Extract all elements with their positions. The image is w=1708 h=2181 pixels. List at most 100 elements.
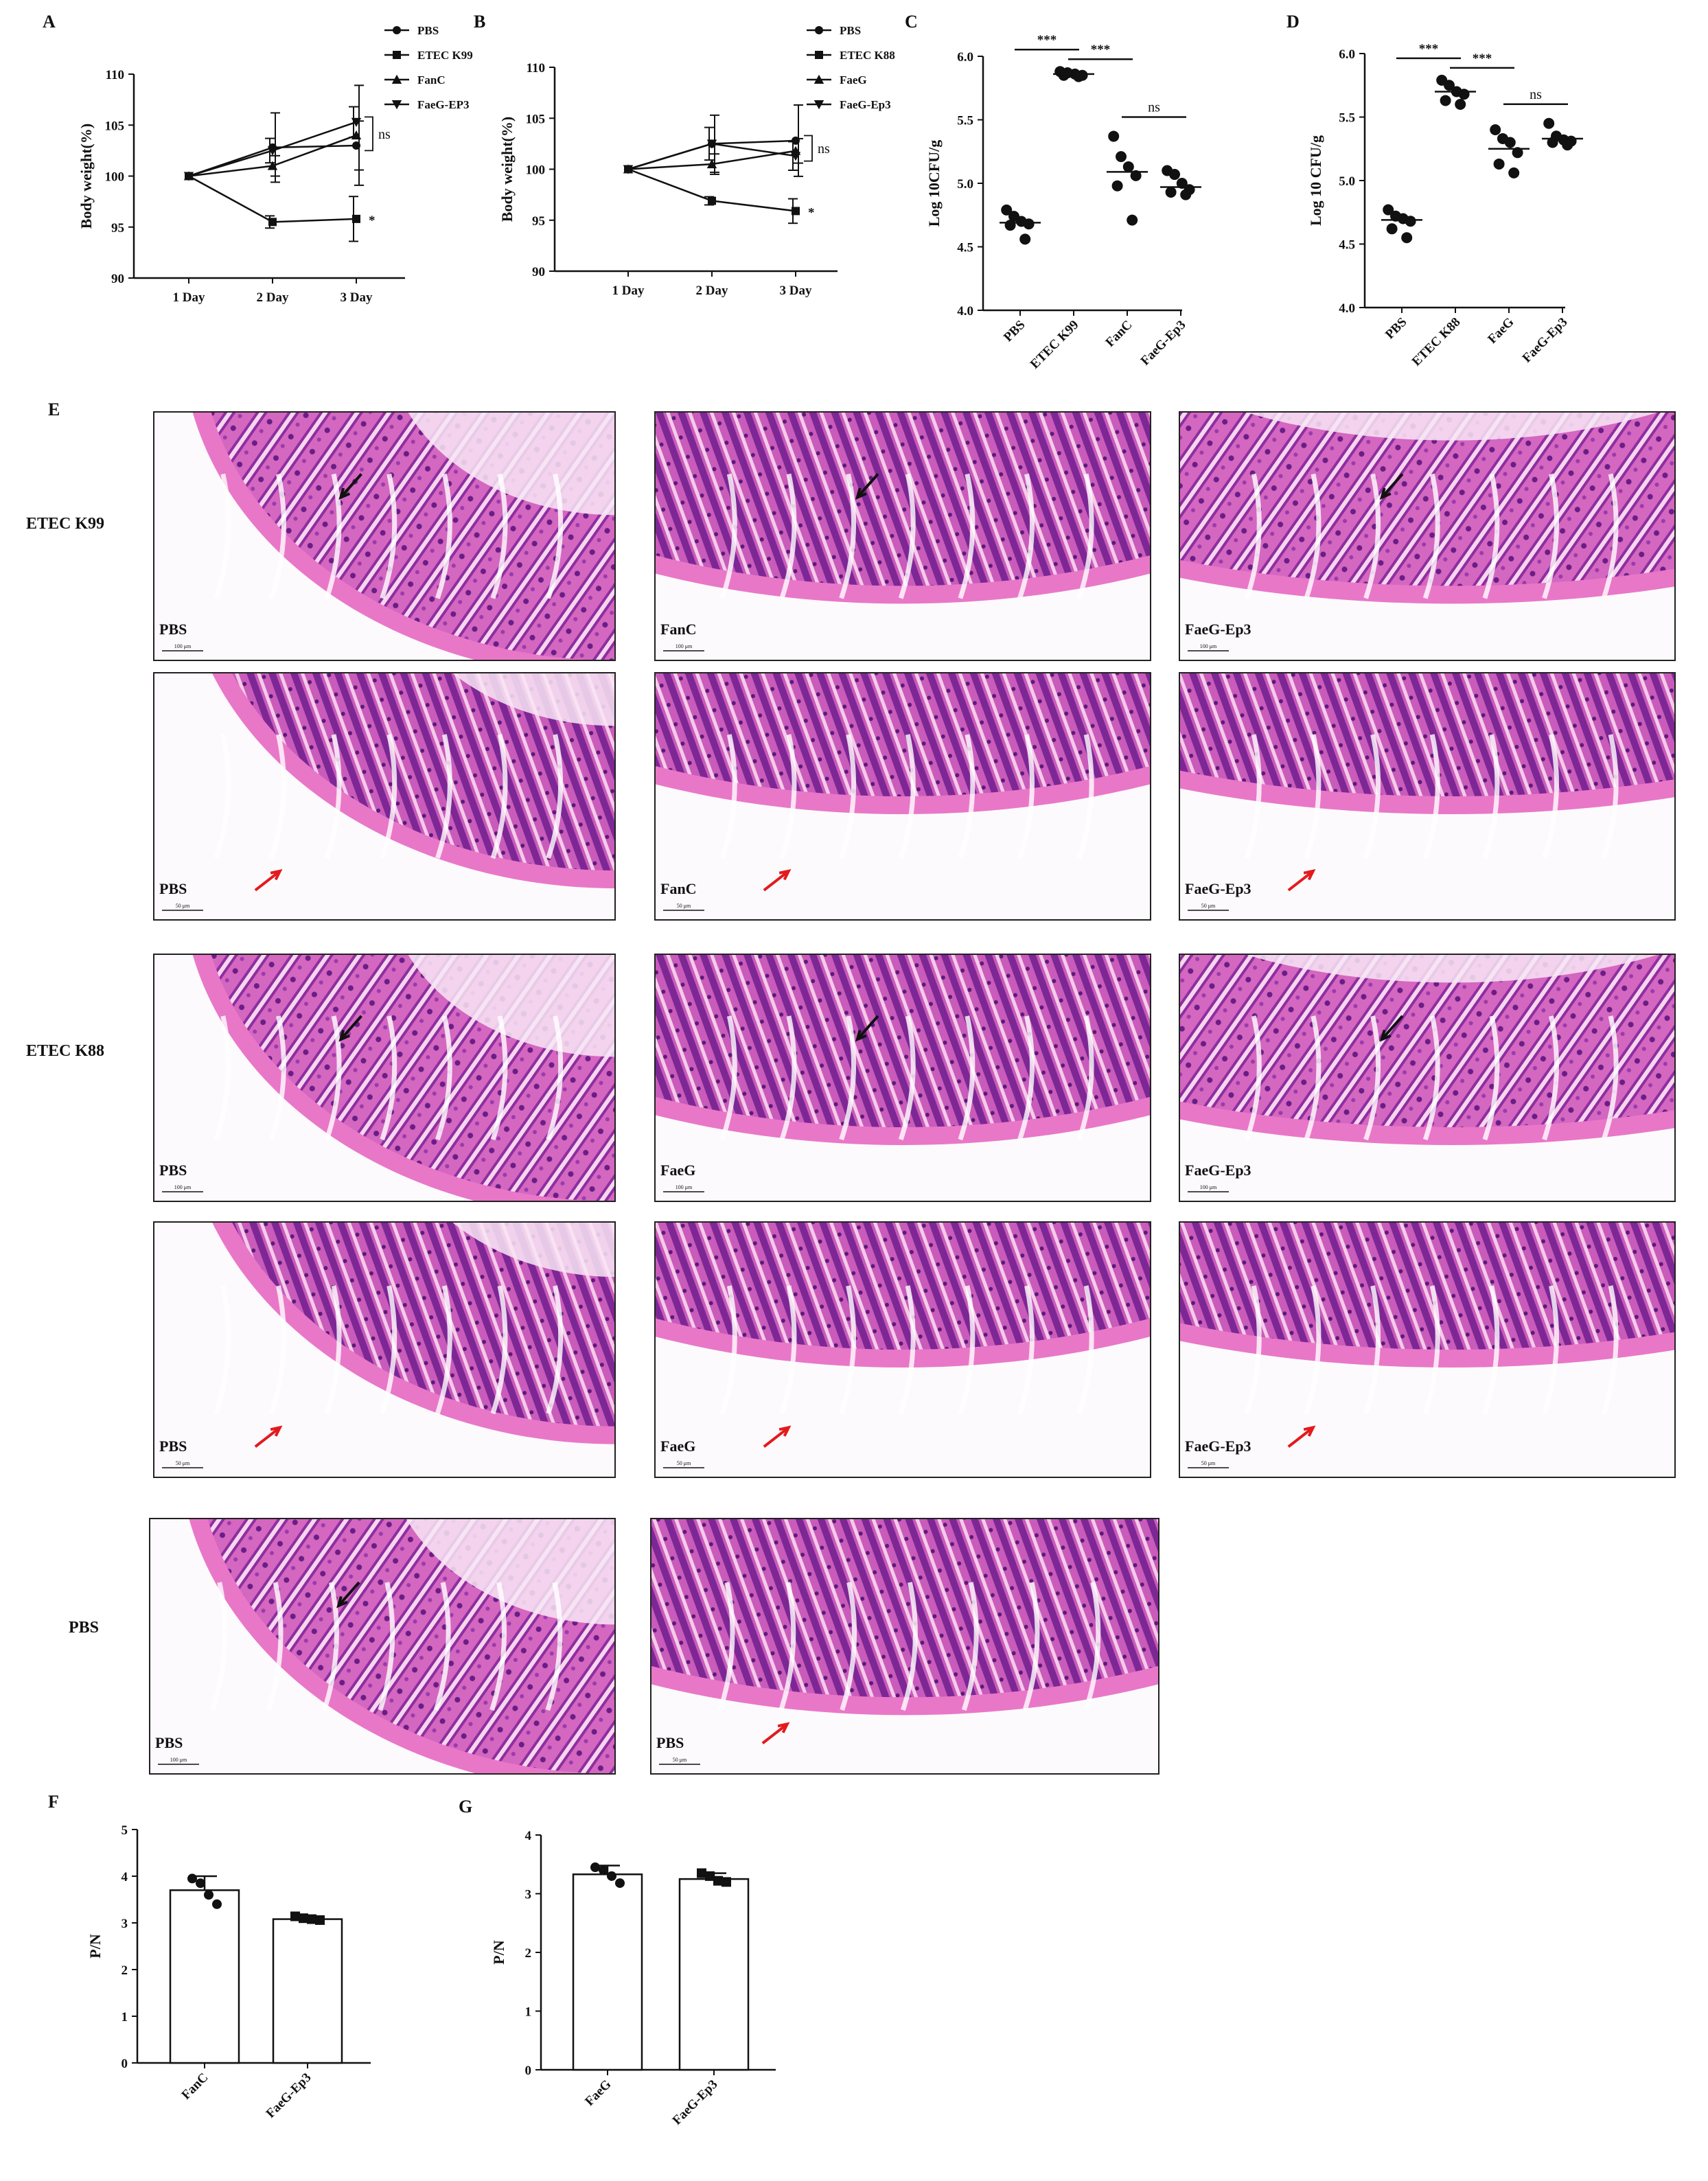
panel-letter-c: C bbox=[905, 12, 918, 32]
villus-gap bbox=[1542, 734, 1559, 859]
villus-gap bbox=[546, 1285, 564, 1415]
mucosa-layer bbox=[1179, 673, 1675, 796]
villus-gap bbox=[433, 1582, 451, 1711]
histology-tile: PBS 50 μm bbox=[153, 672, 616, 921]
y-tick-label: 6.0 bbox=[957, 50, 973, 65]
villus-gap bbox=[1304, 1015, 1322, 1141]
row-label-etec-k99: ETEC K99 bbox=[26, 515, 104, 533]
tile-label: PBS bbox=[155, 1734, 183, 1751]
mucosa-layer bbox=[231, 673, 615, 870]
villus-gap bbox=[380, 1285, 397, 1415]
data-point bbox=[1111, 180, 1123, 192]
villus-gap bbox=[1017, 1285, 1035, 1415]
data-point bbox=[590, 1862, 600, 1873]
data-point bbox=[790, 152, 801, 161]
villus-gap bbox=[958, 734, 976, 859]
data-point bbox=[607, 1871, 616, 1881]
mucosa-layer bbox=[231, 1222, 615, 1427]
legend-marker bbox=[815, 51, 823, 59]
histology-tile: PBS 100 μm bbox=[153, 954, 616, 1202]
legend-marker bbox=[813, 74, 824, 84]
villus-gap bbox=[435, 473, 452, 599]
bar bbox=[572, 1873, 643, 2071]
tile-frame bbox=[1179, 672, 1676, 921]
villus-gap bbox=[1422, 734, 1440, 859]
villus-gap bbox=[435, 1285, 452, 1415]
significance-label: ns bbox=[1530, 87, 1542, 102]
villus-gap bbox=[490, 473, 508, 599]
data-point bbox=[1547, 137, 1558, 148]
x-tick-label: FaeG-Ep3 bbox=[1138, 318, 1189, 369]
villus-gap bbox=[958, 473, 976, 599]
data-point bbox=[623, 165, 634, 174]
chart-f: 0 1 2 3 4 5 P/N FanC FaeG-Ep3 bbox=[86, 1823, 371, 2121]
tile-frame bbox=[654, 672, 1151, 921]
tile-frame bbox=[650, 1518, 1159, 1775]
tissue-layer bbox=[192, 412, 615, 660]
panel-letter-b: B bbox=[474, 12, 485, 32]
data-point bbox=[307, 1914, 316, 1924]
tissue-layer bbox=[192, 954, 615, 1201]
y-tick-label: 100 bbox=[105, 170, 125, 185]
villus-gap bbox=[898, 734, 916, 859]
x-tick-label: 3 Day bbox=[341, 290, 373, 305]
villus-gap bbox=[1083, 1582, 1101, 1711]
tile-label: PBS bbox=[159, 1438, 187, 1455]
data-point bbox=[1444, 80, 1455, 91]
lumen bbox=[452, 673, 615, 726]
villus-gap bbox=[1542, 1285, 1559, 1415]
data-point bbox=[1130, 170, 1142, 181]
data-point bbox=[1440, 95, 1451, 106]
villus-gap bbox=[1542, 1015, 1559, 1141]
tile-frame bbox=[149, 1518, 616, 1775]
villus-gap bbox=[1244, 1285, 1262, 1415]
villus-gap bbox=[324, 1015, 342, 1141]
mucosa-layer bbox=[1179, 412, 1675, 586]
histology-grid: PBS 100 μm FanC 100 μm FaeG-Ep3 100 μm PBS 50 μ… bbox=[149, 411, 1676, 1775]
y-tick-label: 0 bbox=[525, 2064, 532, 2078]
y-axis-label: Body weight(%) bbox=[78, 124, 95, 229]
villus-gap bbox=[719, 1285, 737, 1415]
villus-gap bbox=[435, 1015, 452, 1141]
arrow-head bbox=[778, 868, 792, 881]
data-point bbox=[706, 159, 717, 169]
villus-gap bbox=[1363, 473, 1381, 599]
villus-gap bbox=[269, 734, 286, 859]
villus-gap bbox=[1601, 1015, 1619, 1141]
y-tick-label: 1 bbox=[525, 2005, 532, 2020]
villus-gap bbox=[1363, 734, 1381, 859]
arrow-head bbox=[336, 1595, 348, 1608]
villus-gap bbox=[958, 1285, 976, 1415]
y-tick-label: 5 bbox=[122, 1823, 128, 1838]
legend-marker bbox=[815, 26, 823, 34]
data-point bbox=[706, 139, 717, 149]
villus-gap bbox=[1422, 1285, 1440, 1415]
data-point bbox=[351, 117, 362, 127]
tile-label: FanC bbox=[660, 880, 697, 897]
villus-gap bbox=[958, 1015, 976, 1141]
mucosa-layer bbox=[655, 954, 1151, 1127]
villus-gap bbox=[779, 1015, 797, 1141]
villus-gap bbox=[1017, 734, 1035, 859]
lumen bbox=[1244, 412, 1660, 441]
panel-letter-f: F bbox=[48, 1792, 59, 1812]
bar bbox=[678, 1878, 750, 2071]
scale-bar-label: 100 μm bbox=[1200, 643, 1217, 649]
tissue-layer bbox=[651, 1519, 1159, 1716]
arrow-head bbox=[1379, 487, 1392, 500]
data-point bbox=[1405, 216, 1416, 227]
villus-gap bbox=[1304, 734, 1322, 859]
villus-gap bbox=[214, 473, 231, 599]
significance-label: *** bbox=[1419, 42, 1439, 56]
scale-bar-label: 100 μm bbox=[174, 1184, 192, 1190]
annotation-arrow bbox=[337, 1581, 360, 1607]
villus-gap bbox=[1482, 734, 1500, 859]
legend-marker bbox=[391, 74, 402, 84]
villus-gap bbox=[1601, 734, 1619, 859]
villus-gap bbox=[324, 734, 342, 859]
tile-frame bbox=[153, 672, 616, 921]
villus-gap bbox=[214, 1015, 231, 1141]
histology-tile: FanC 50 μm bbox=[654, 672, 1151, 921]
villus-gap bbox=[1244, 1015, 1262, 1141]
